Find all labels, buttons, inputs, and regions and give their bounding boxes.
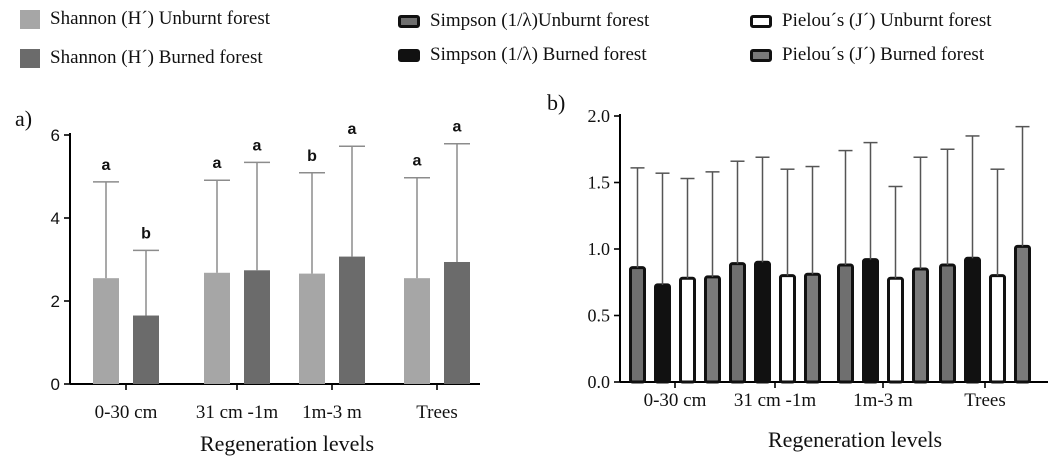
legend-swatch-simpson-unburnt	[398, 14, 420, 28]
chart-panel-b: b) Regeneration levels 0.0 0.5 1.0 1.5 2.0 0-…	[547, 90, 1048, 452]
legend-item-shannon-burned: Shannon (H´) Burned forest	[20, 47, 263, 69]
bar-b-series2-trees	[989, 274, 1006, 384]
legend-swatch-pielou-burned	[750, 48, 772, 62]
x-tick-label-a-trees: Trees	[416, 402, 458, 423]
legend-label-shannon-burned: Shannon (H´) Burned forest	[50, 47, 263, 68]
bar-a-series1-31-cm-1m	[244, 270, 270, 384]
significance-label-a-series0-1: a	[213, 155, 222, 172]
x-tick-label-b-0-30-cm: 0-30 cm	[644, 390, 707, 411]
bar-a-series1-1m-3-m	[339, 256, 365, 384]
legend-label-pielou-burned: Pielou´s (J´) Burned forest	[782, 44, 985, 65]
significance-label-a-series0-0: a	[102, 157, 111, 174]
significance-label-a-series1-3: a	[453, 119, 462, 136]
bar-b-series2-31-cm-1m	[779, 274, 796, 384]
panel-label-a: a)	[15, 106, 32, 131]
legend-swatch-shannon-unburnt	[20, 9, 40, 29]
significance-label-a-series1-1: a	[253, 137, 262, 154]
legend-item-simpson-unburnt: Simpson (1/λ)Unburnt forest	[398, 10, 649, 32]
bar-b-series1-1m-3-m	[862, 258, 879, 384]
significance-label-a-series1-0: b	[141, 225, 151, 242]
x-tick-label-a-1m-3-m: 1m-3 m	[302, 402, 362, 423]
bar-b-series2-1m-3-m	[887, 276, 904, 384]
chart-panel-a: a) Regeneration levels 0 2 4 6 0-30 cm 31 cm …	[15, 106, 480, 456]
bar-a-series0-1m-3-m	[299, 273, 325, 384]
significance-label-a-series0-3: a	[413, 153, 422, 170]
significance-label-a-series0-2: b	[307, 148, 317, 165]
x-axis-title-a: Regeneration levels	[200, 431, 374, 456]
bar-b-series3-trees	[1014, 244, 1031, 384]
x-tick-label-a-0-30-cm: 0-30 cm	[95, 402, 158, 423]
y-tick-label-a-1: 2	[51, 292, 60, 311]
legend-swatch-simpson-burned	[398, 48, 420, 62]
bar-b-series2-0-30-cm	[679, 276, 696, 384]
y-tick-label-b-4: 2.0	[588, 106, 611, 126]
x-tick-label-b-31-cm-1m: 31 cm -1m	[734, 390, 817, 411]
y-tick-label-b-1: 0.5	[588, 306, 611, 326]
x-tick-label-a-31-cm-1m: 31 cm -1m	[196, 402, 279, 423]
bar-a-series0-0-30-cm	[93, 278, 119, 384]
bar-b-series3-1m-3-m	[912, 267, 929, 384]
legend-swatch-shannon-burned	[20, 48, 40, 68]
y-tick-label-a-3: 6	[51, 126, 60, 145]
y-tick-label-b-0: 0.0	[588, 372, 611, 392]
legend-item-shannon-unburnt: Shannon (H´) Unburnt forest	[20, 8, 270, 30]
legend-item-pielou-burned: Pielou´s (J´) Burned forest	[750, 44, 984, 66]
bar-a-series0-31-cm-1m	[204, 272, 230, 384]
bar-a-series1-0-30-cm	[133, 315, 159, 384]
bar-a-series1-trees	[444, 261, 470, 384]
x-tick-label-b-trees: Trees	[964, 390, 1006, 411]
legend-label-simpson-burned: Simpson (1/λ) Burned forest	[430, 44, 647, 65]
y-tick-label-b-3: 1.5	[588, 173, 611, 193]
panel-label-b: b)	[547, 90, 565, 115]
legend-label-shannon-unburnt: Shannon (H´) Unburnt forest	[50, 8, 271, 29]
bar-b-series3-0-30-cm	[704, 275, 721, 384]
x-tick-label-b-1m-3-m: 1m-3 m	[853, 390, 913, 411]
bar-b-series0-1m-3-m	[837, 263, 854, 384]
y-tick-label-b-2: 1.0	[588, 239, 611, 259]
legend-item-pielou-unburnt: Pielou´s (J´) Unburnt forest	[750, 10, 992, 32]
bar-b-series0-31-cm-1m	[729, 262, 746, 384]
bar-b-series1-31-cm-1m	[754, 260, 771, 384]
legend-label-pielou-unburnt: Pielou´s (J´) Unburnt forest	[782, 10, 992, 31]
significance-label-a-series1-2: a	[348, 121, 357, 138]
legend-item-simpson-burned: Simpson (1/λ) Burned forest	[398, 44, 647, 66]
bar-a-series0-trees	[404, 278, 430, 384]
bar-b-series0-0-30-cm	[629, 266, 646, 384]
bar-b-series0-trees	[939, 263, 956, 384]
y-tick-label-a-0: 0	[51, 375, 60, 394]
legend-swatch-pielou-unburnt	[750, 14, 772, 28]
bar-b-series1-trees	[964, 256, 981, 384]
bar-b-series1-0-30-cm	[654, 283, 671, 384]
x-axis-title-b: Regeneration levels	[768, 427, 942, 452]
bar-b-series3-31-cm-1m	[804, 272, 821, 384]
y-tick-label-a-2: 4	[51, 209, 60, 228]
legend-label-simpson-unburnt: Simpson (1/λ)Unburnt forest	[430, 10, 650, 31]
